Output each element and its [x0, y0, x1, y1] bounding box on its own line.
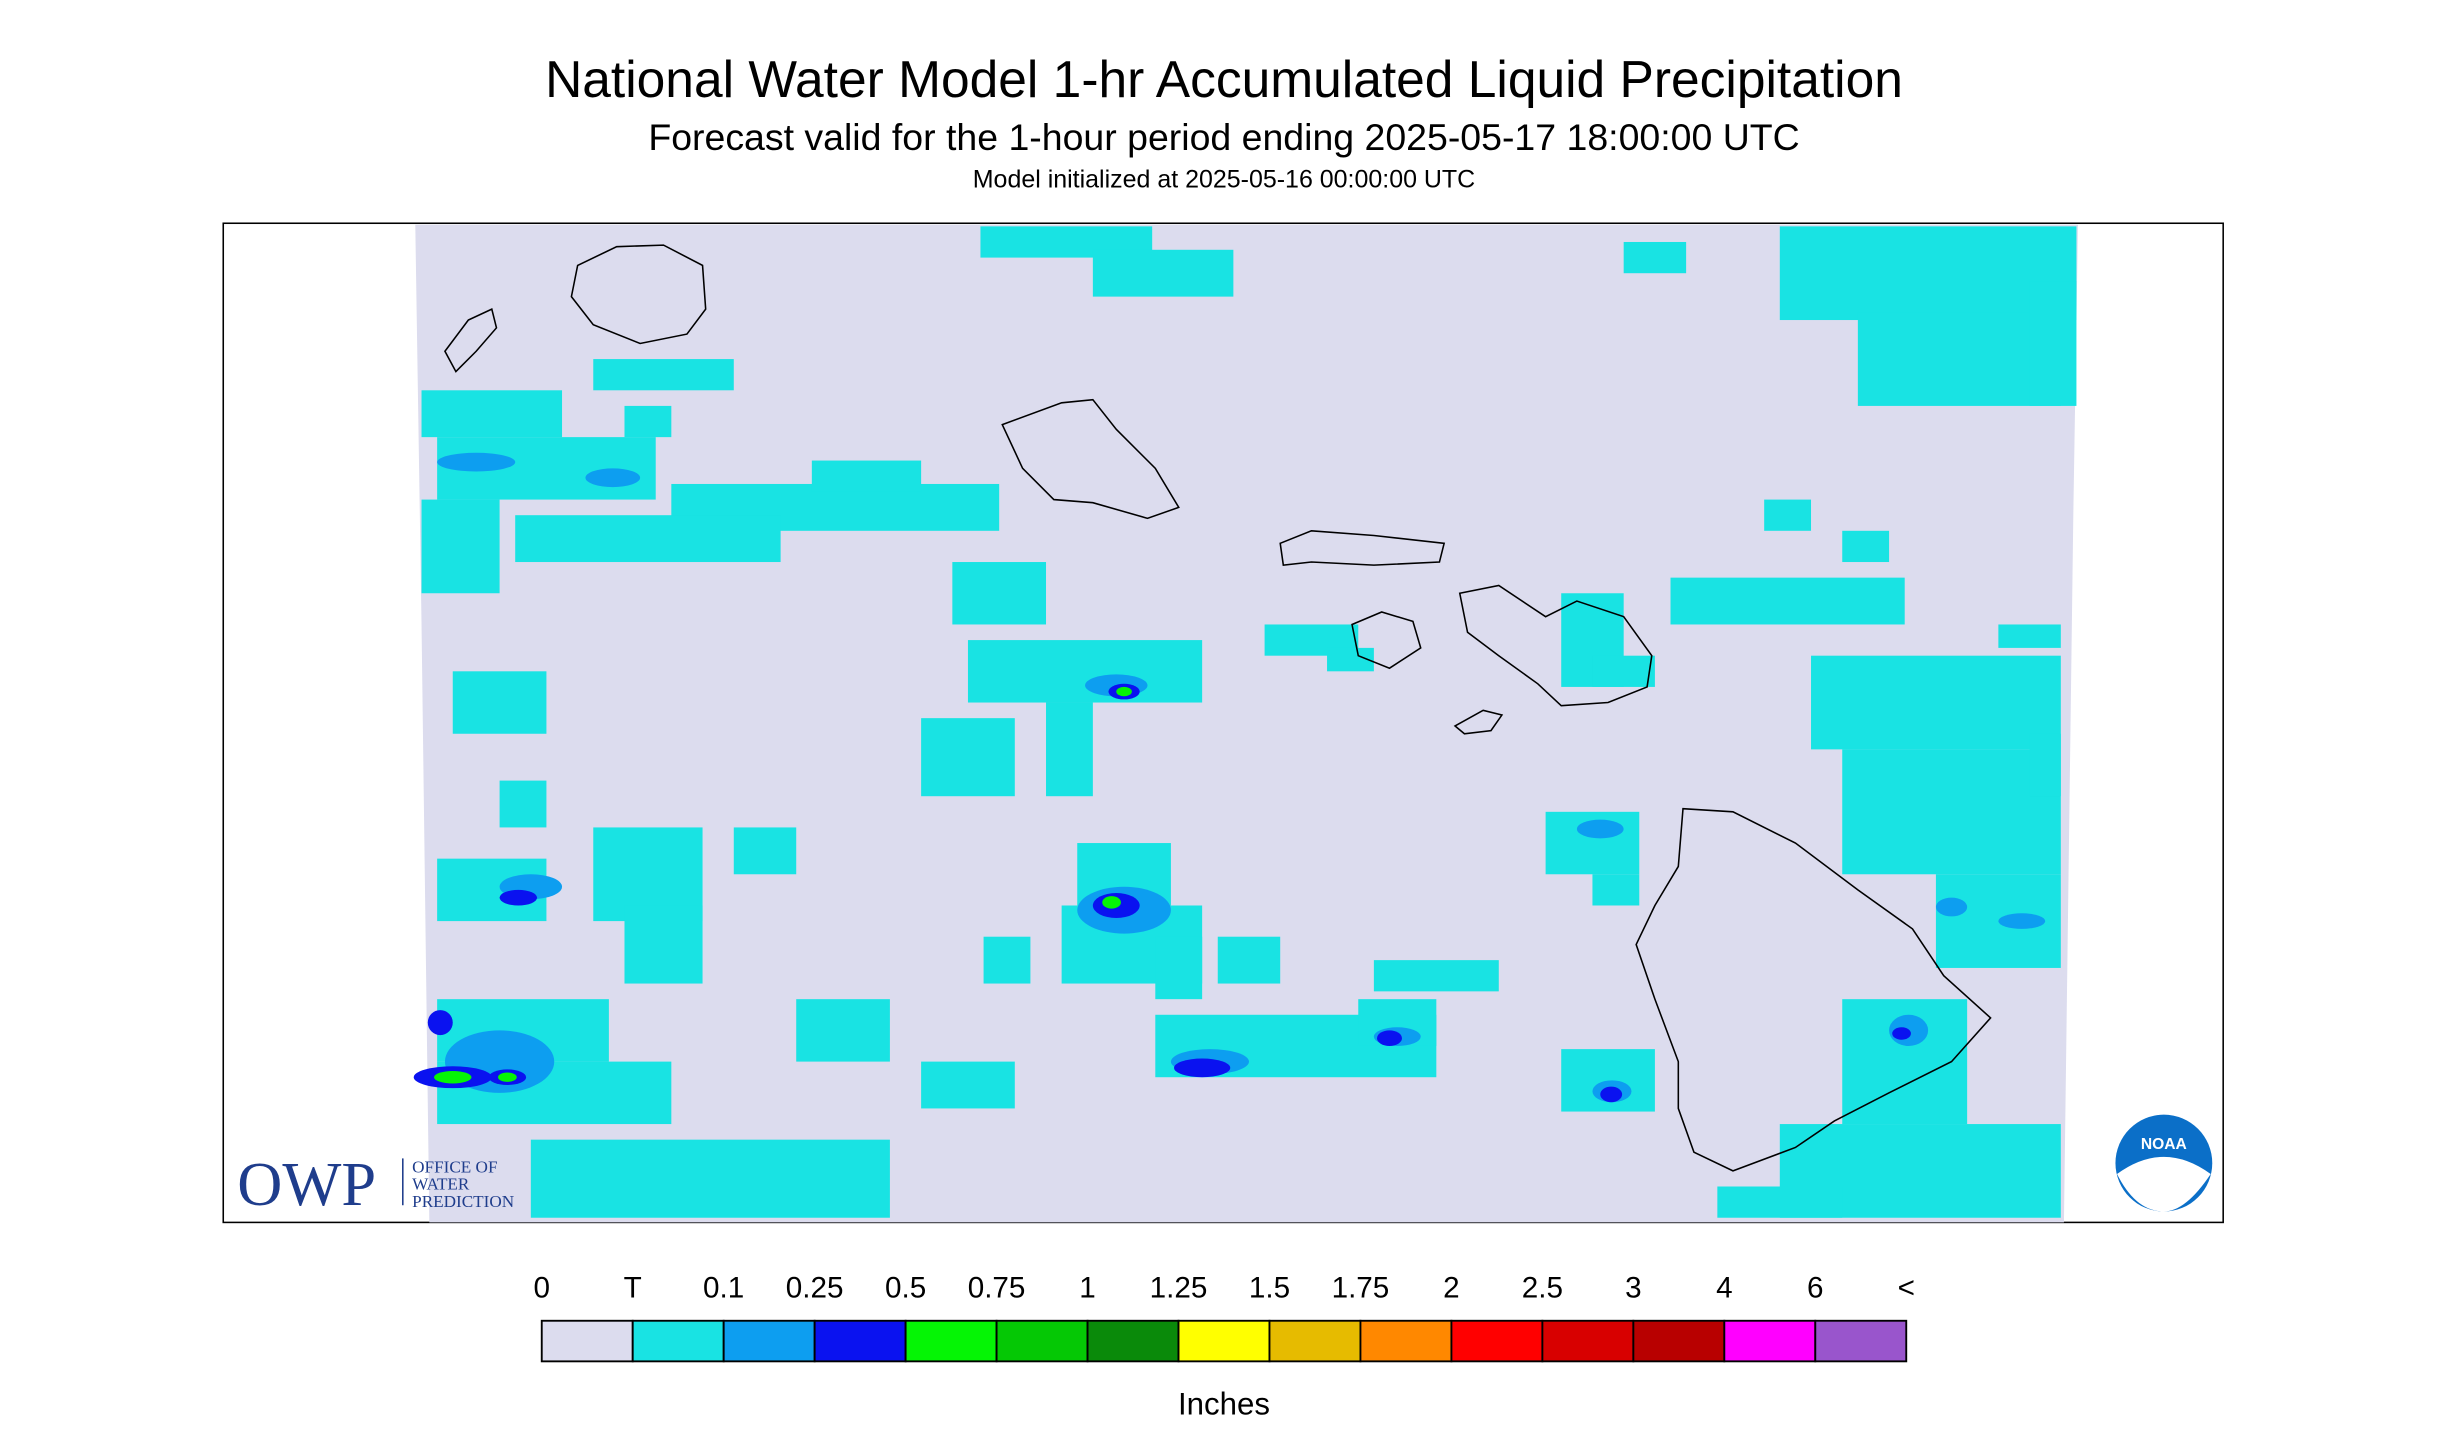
legend-label: 0.75: [968, 1271, 1026, 1304]
precip-patch: [1717, 1186, 1843, 1218]
precip-patch: [1842, 530, 1890, 563]
precip-core: [427, 1010, 453, 1036]
precip-patch: [1670, 577, 1905, 625]
precip-patch: [1779, 226, 2077, 321]
legend-label: 0.25: [786, 1271, 844, 1304]
legend-label: 3: [1625, 1271, 1642, 1304]
precip-patch: [967, 640, 1203, 703]
precip-patch: [624, 405, 672, 438]
noaa-logo-wave: [2117, 1156, 2211, 1212]
precip-patch: [1576, 819, 1624, 839]
noaa-text: NOAA: [2141, 1136, 2187, 1153]
legend-label: 1.5: [1249, 1271, 1290, 1304]
precip-core: [1174, 1058, 1231, 1078]
precip-patch: [1842, 749, 2061, 875]
legend-units: Inches: [1178, 1386, 1270, 1421]
legend-label: 0.5: [885, 1271, 926, 1304]
legend-swatch: [813, 1319, 907, 1363]
precip-patch: [1046, 702, 1093, 797]
legend-swatch: [1086, 1319, 1180, 1363]
legend-label: 1.25: [1150, 1271, 1208, 1304]
precip-patch: [515, 515, 781, 563]
precip-patch: [530, 1139, 890, 1218]
owp-text: WATER: [412, 1175, 470, 1194]
precip-patch: [1764, 499, 1812, 531]
legend-label: 0: [533, 1271, 550, 1304]
precip-patch: [1217, 936, 1281, 984]
precip-patch: [2029, 733, 2061, 797]
legend-swatch: [1541, 1319, 1635, 1363]
precip-patch: [1998, 624, 2061, 648]
precip-patch: [499, 780, 547, 828]
precip-core: [499, 889, 538, 906]
precip-patch: [1935, 897, 1968, 917]
legend-label: 2.5: [1522, 1271, 1563, 1304]
precip-patch: [421, 499, 500, 594]
owp-text: OFFICE OF: [412, 1157, 497, 1176]
precip-patch: [1623, 241, 1687, 274]
precip-patch: [2029, 281, 2077, 406]
precip-patch: [1373, 960, 1499, 992]
init-time: Model initialized at 2025-05-16 00:00:00…: [973, 165, 1475, 193]
precip-core: [498, 1072, 517, 1082]
legend-swatch: [995, 1319, 1089, 1363]
precip-patch: [421, 390, 563, 438]
legend-swatch: [722, 1319, 816, 1363]
legend-label: <: [1898, 1271, 1915, 1304]
precip-core: [1377, 1030, 1402, 1046]
map: OWP OFFICE OF WATER PREDICTION NOAA: [222, 222, 2224, 1224]
precip-patch: [585, 468, 641, 488]
precip-patch: [1998, 913, 2046, 929]
precip-patch: [796, 999, 890, 1062]
precip-core: [1892, 1027, 1911, 1040]
owp-logo: OWP: [237, 1149, 376, 1219]
precip-core: [1116, 686, 1132, 697]
legend-swatch: [1359, 1319, 1453, 1363]
precip-patch: [1592, 655, 1655, 687]
precip-patch: [1155, 936, 1203, 1000]
subtitle: Forecast valid for the 1-hour period end…: [648, 116, 1799, 158]
precip-patch: [811, 460, 922, 492]
precip-patch: [1811, 655, 2061, 750]
owp-text: PREDICTION: [412, 1192, 514, 1211]
legend: 0 T 0.1 0.25 0.5 0.75 1 1.25 1.5 1.75 2 2.5 3 4 6 <: [533, 1271, 1915, 1363]
precip-patch: [921, 718, 1015, 797]
precip-patch: [593, 359, 734, 391]
precip-patch: [452, 671, 547, 734]
precip-patch: [1092, 249, 1234, 297]
legend-swatch: [1450, 1319, 1544, 1363]
legend-swatch: [1632, 1319, 1726, 1363]
legend-label: 2: [1443, 1271, 1460, 1304]
precip-patch: [1857, 312, 2061, 406]
legend-label: 6: [1807, 1271, 1824, 1304]
legend-swatch: [1723, 1319, 1817, 1363]
precip-patch: [1592, 874, 1640, 906]
precip-patch: [624, 905, 703, 984]
legend-swatch: [540, 1319, 634, 1363]
legend-swatch: [904, 1319, 998, 1363]
legend-label: 1.75: [1332, 1271, 1390, 1304]
precip-patch: [1561, 1049, 1655, 1112]
legend-label: T: [624, 1271, 642, 1304]
legend-label: 1: [1079, 1271, 1096, 1304]
precip-patch: [983, 936, 1031, 984]
legend-swatch: [1268, 1319, 1362, 1363]
precip-patch: [1327, 647, 1374, 672]
precip-core: [1600, 1086, 1623, 1103]
legend-label: 0.1: [703, 1271, 744, 1304]
title: National Water Model 1-hr Accumulated Li…: [545, 50, 1903, 108]
precipitation: [413, 226, 2077, 1218]
precip-patch: [921, 1061, 1015, 1109]
precip-patch: [733, 827, 797, 875]
legend-swatch: [1814, 1319, 1908, 1363]
precip-patch: [437, 452, 516, 472]
coastlines: [444, 244, 1992, 1172]
legend-label: 4: [1716, 1271, 1733, 1304]
legend-swatch: [1177, 1319, 1271, 1363]
legend-swatch: [631, 1319, 725, 1363]
precip-core: [1102, 896, 1121, 909]
precip-core: [434, 1070, 472, 1084]
precip-patch: [952, 562, 1047, 625]
